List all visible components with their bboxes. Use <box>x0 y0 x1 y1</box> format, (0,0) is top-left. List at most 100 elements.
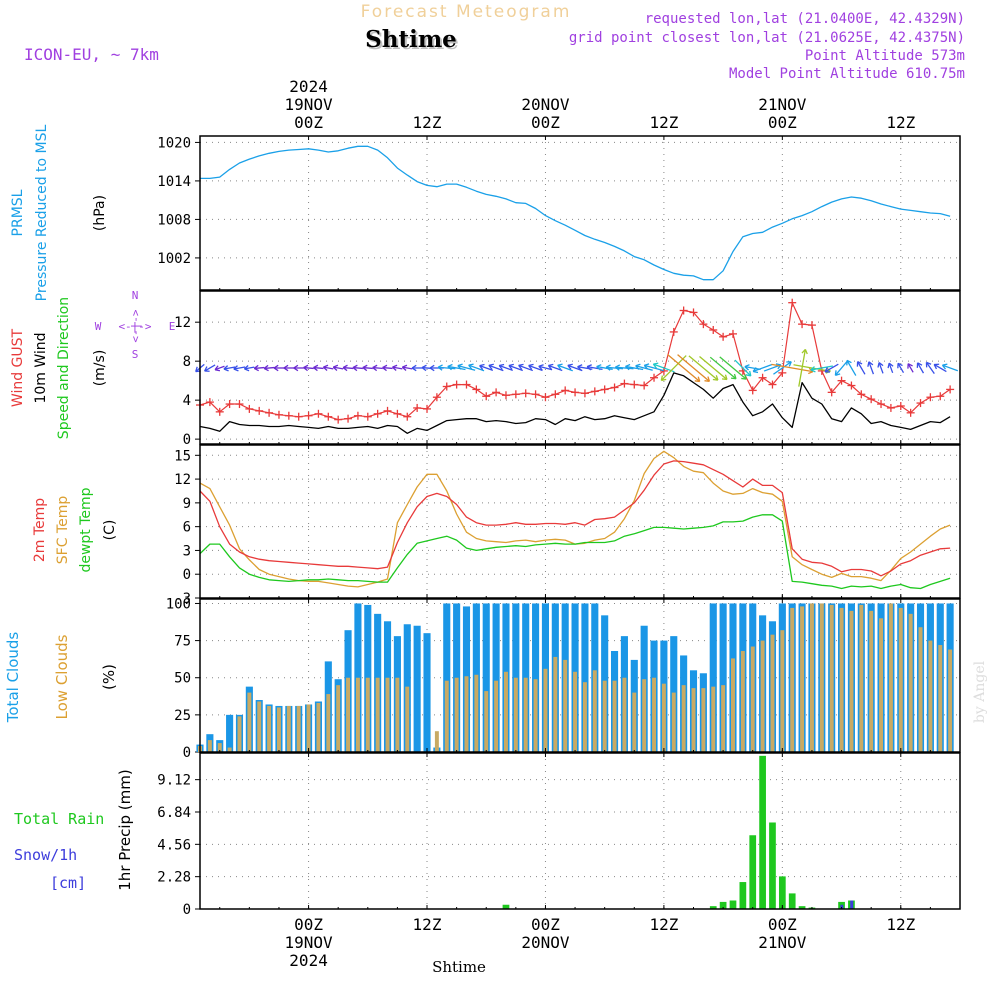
wind-arrow-head <box>775 363 782 366</box>
bottom-tick-label: 00Z <box>294 915 323 934</box>
wind-arrow <box>773 361 792 375</box>
bottom-tick-label: 12Z <box>886 915 915 934</box>
wind-arrow-head <box>273 364 279 369</box>
wind-arrow-head <box>508 363 514 367</box>
low-cloud-bar <box>780 630 785 752</box>
low-cloud-bar <box>681 685 686 752</box>
wind-arrow <box>771 363 814 373</box>
credit-watermark: by Angel <box>972 660 988 723</box>
y-tick-label: 0 <box>183 745 191 761</box>
wind-dir-label: Speed and Direction <box>56 297 72 439</box>
y-tick-label: 0 <box>183 432 191 448</box>
wind-arrow-head <box>752 367 757 372</box>
precip-ylabel: 1hr Precip (mm) <box>116 769 134 890</box>
wind-arrow-head <box>724 374 728 380</box>
wind-arrow-head <box>342 364 348 369</box>
wind-arrow-head <box>745 374 751 377</box>
wind-arrow-head <box>508 365 513 370</box>
top-tick-label: 00Z <box>531 113 560 132</box>
wind-arrow-head <box>715 375 719 381</box>
wind-arrow-head <box>499 363 505 367</box>
wind-arrow <box>303 366 314 370</box>
wind-arrow-head <box>538 364 544 367</box>
wind-arrow-head <box>204 366 208 372</box>
wind-arrow <box>660 355 687 381</box>
rain-bar <box>729 900 737 909</box>
wind-arrow-head <box>721 378 728 381</box>
total-clouds-label: Total Clouds <box>4 632 22 724</box>
wind-arrow <box>457 365 476 371</box>
pressure-label-2: Pressure Reduced to MSL <box>34 124 50 301</box>
wind-arrow-head <box>392 366 397 371</box>
wind-arrow-head <box>653 362 659 365</box>
low-cloud-bar <box>691 688 696 752</box>
compass-n: N <box>132 289 139 302</box>
compass-s: S <box>132 348 139 361</box>
wind-arrow-head <box>614 366 620 371</box>
low-cloud-bar <box>494 680 499 752</box>
rain-bar <box>769 822 776 909</box>
low-cloud-bar <box>365 677 370 752</box>
panels: 100210081014102004812-303691215025507510… <box>157 135 961 918</box>
panel-frame <box>199 752 961 910</box>
wind-arrow-head <box>644 363 650 366</box>
wind-arrow-head <box>488 363 494 366</box>
bottom-tick-label: 00Z <box>531 915 560 934</box>
wind-arrow <box>468 364 485 372</box>
low-cloud-bar <box>721 685 726 752</box>
low-cloud-bar <box>444 680 449 752</box>
total-cloud-bar <box>413 625 421 752</box>
wind-arrow <box>402 366 413 370</box>
wind-arrow-head <box>457 365 462 370</box>
low-cloud-bar <box>592 670 597 752</box>
y-tick-label: 12 <box>174 315 191 331</box>
compass-arrow-v: <-|-> <box>129 309 142 342</box>
wind-arrow <box>323 366 334 370</box>
y-tick-label: 50 <box>174 671 191 687</box>
compass-arrow-h: <-|-> <box>118 320 151 333</box>
wind-arrow-head <box>479 363 485 367</box>
wind-arrow-head <box>244 368 250 372</box>
low-cloud-bar <box>543 668 548 752</box>
wind-arrow <box>382 366 393 370</box>
total-cloud-bar <box>482 603 490 752</box>
wind-arrow <box>625 365 644 371</box>
grid-point-coords: grid point closest lon,lat (21.0625E, 42… <box>569 30 965 46</box>
wind-arrow-head <box>323 364 329 368</box>
temp-unit: (C) <box>102 520 118 541</box>
low-cloud-bar <box>533 679 538 752</box>
top-tick-label: 00Z <box>294 113 323 132</box>
2m-temp-line <box>199 460 951 577</box>
rain-bar <box>749 835 757 909</box>
wind-arrow <box>834 360 849 376</box>
wind-arrow-head <box>303 367 308 372</box>
low-cloud-bar <box>474 674 479 752</box>
wind-arrow-head <box>660 375 664 381</box>
low-clouds-label: Low Clouds <box>53 634 71 719</box>
wind-arrow-head <box>447 363 453 368</box>
rain-bar <box>739 882 747 909</box>
total-cloud-bar <box>709 603 717 752</box>
wind-arrow-head <box>313 364 319 369</box>
wind-arrow-head <box>788 361 792 367</box>
sfc-temp-line <box>199 450 951 588</box>
wind-arrow-head <box>468 363 474 366</box>
compass-e: E <box>169 320 176 333</box>
wind-arrow <box>744 365 761 371</box>
point-altitude: Point Altitude 573m <box>805 48 965 64</box>
bottom-tick-label: 12Z <box>649 915 678 934</box>
y-tick-label: 6.84 <box>157 805 191 821</box>
sfc-temp-label: SFC Temp <box>55 496 71 565</box>
wind-arrow-head <box>926 361 932 365</box>
wind-arrow-head <box>223 368 229 372</box>
low-cloud-bar <box>602 680 607 752</box>
wind-arrow-head <box>586 366 592 371</box>
wind-10m-label: 10m Wind <box>33 332 49 403</box>
wind-arrow <box>233 366 246 370</box>
wind-arrow-head <box>907 363 913 367</box>
title-faded: Forecast Meteogram <box>361 2 572 22</box>
wind-arrow-head <box>835 373 841 376</box>
title-shadow: Shtime <box>367 28 459 55</box>
wind-arrow-head <box>887 363 890 369</box>
